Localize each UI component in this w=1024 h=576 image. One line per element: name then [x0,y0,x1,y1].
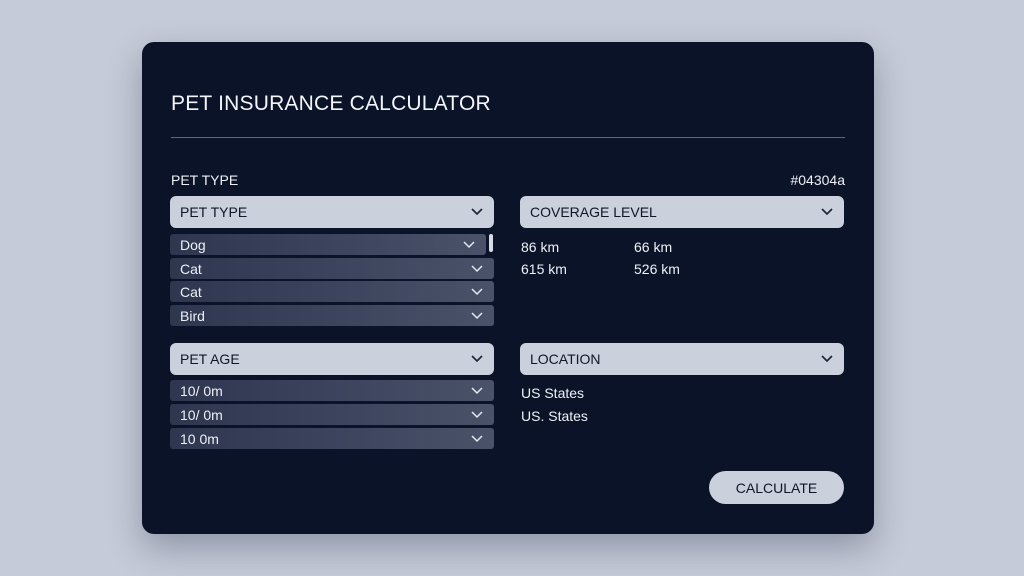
pet-type-option-bird[interactable]: Bird [170,305,494,326]
location-value: US States [521,385,585,401]
hex-code: #04304a [790,172,845,188]
pet-type-option-label: Bird [180,307,205,324]
pet-type-option-label: Cat [180,283,202,300]
coverage-value: 86 km [521,239,560,255]
pet-type-option-label: Cat [180,260,202,277]
chevron-down-icon [470,262,484,276]
coverage-level-select-label: COVERAGE LEVEL [530,204,657,220]
chevron-down-icon [462,238,476,252]
pet-age-option-label: 10 0m [180,430,219,447]
chevron-down-icon [470,205,484,219]
pet-age-option[interactable]: 10/ 0m [170,404,494,425]
chevron-down-icon [470,408,484,422]
pet-type-select[interactable]: PET TYPE [170,196,494,228]
pet-age-select[interactable]: PET AGE [170,343,494,375]
location-value: US. States [521,408,588,424]
calculator-card: PET INSURANCE CALCULATOR PET TYPE #04304… [142,42,874,534]
coverage-level-select[interactable]: COVERAGE LEVEL [520,196,844,228]
page-title: PET INSURANCE CALCULATOR [171,92,491,115]
pet-type-option-cat[interactable]: Cat [170,258,494,279]
pet-age-option-label: 10/ 0m [180,382,223,399]
location-select-label: LOCATION [530,351,601,367]
chevron-down-icon [470,309,484,323]
pet-type-select-label: PET TYPE [180,204,248,220]
pet-age-option[interactable]: 10 0m [170,428,494,449]
pet-type-option-cat[interactable]: Cat [170,281,494,302]
chevron-down-icon [470,432,484,446]
chevron-down-icon [820,352,834,366]
pet-age-option-label: 10/ 0m [180,406,223,423]
pet-age-option[interactable]: 10/ 0m [170,380,494,401]
chevron-down-icon [470,352,484,366]
pet-type-scrollbar[interactable] [489,234,493,252]
pet-age-select-label: PET AGE [180,351,240,367]
chevron-down-icon [470,285,484,299]
coverage-value: 526 km [634,261,680,277]
location-select[interactable]: LOCATION [520,343,844,375]
section-label: PET TYPE [171,172,239,188]
title-divider [171,137,845,138]
chevron-down-icon [820,205,834,219]
pet-type-option-dog[interactable]: Dog [170,234,486,255]
calculate-button[interactable]: CALCULATE [709,471,844,504]
coverage-value: 66 km [634,239,673,255]
coverage-value: 615 km [521,261,567,277]
pet-type-option-label: Dog [180,236,206,253]
chevron-down-icon [470,384,484,398]
